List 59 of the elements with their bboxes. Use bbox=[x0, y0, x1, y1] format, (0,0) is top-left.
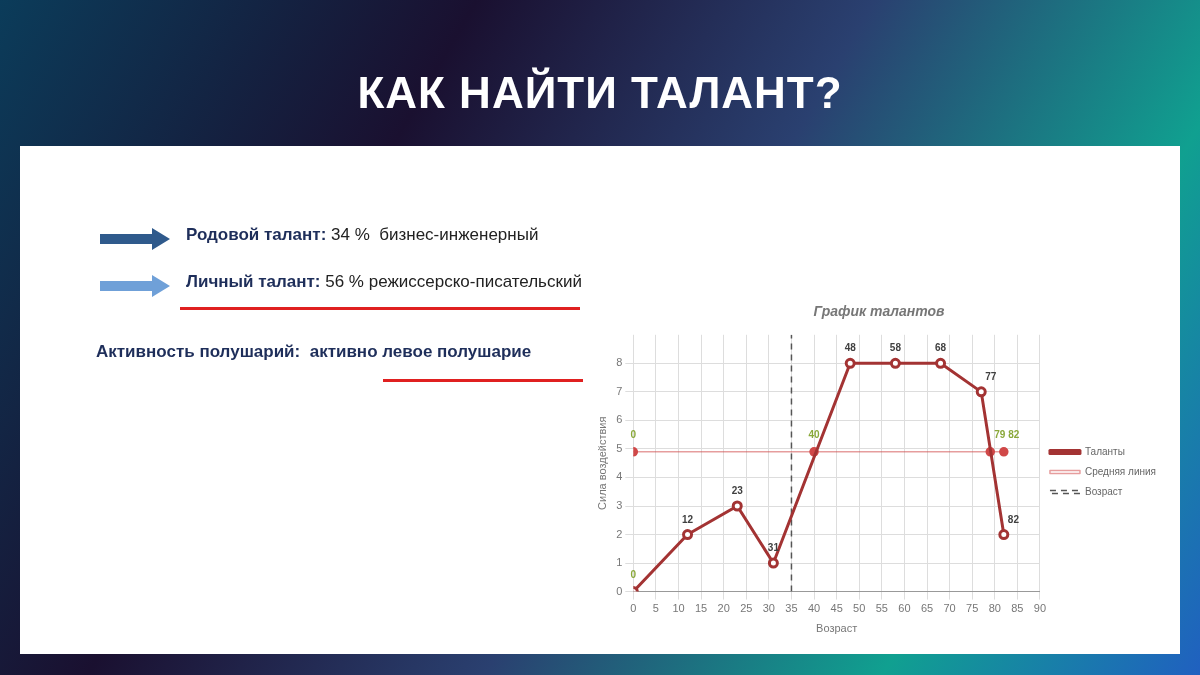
y-tick-label: 5 bbox=[616, 441, 623, 454]
x-tick-label: 85 bbox=[1011, 602, 1024, 615]
x-tick-label: 80 bbox=[988, 602, 1001, 615]
annotation: 58 bbox=[889, 342, 902, 354]
y-tick-label: 2 bbox=[616, 527, 623, 540]
point bbox=[682, 529, 694, 541]
y-tick-label: 6 bbox=[616, 413, 623, 426]
y-axis-title: Сила воздействия bbox=[595, 416, 608, 510]
annotation: 23 bbox=[731, 485, 744, 496]
chart-title: КАК НАЙТИ ТАЛАНТ? bbox=[356, 68, 844, 118]
x-tick-label: 45 bbox=[830, 602, 843, 615]
x-tick-label: 40 bbox=[807, 602, 821, 615]
text: Личный талант: 56 % режиссерско-писательский bbox=[186, 272, 582, 291]
x-tick-label: 65 bbox=[920, 602, 934, 615]
annotation: 79 82 bbox=[994, 428, 1020, 440]
point bbox=[998, 529, 1010, 541]
x-tick-label: 30 bbox=[762, 602, 775, 615]
text: Родовой талант: 34 % бизнес-инженерный bbox=[186, 225, 539, 244]
annotation: 48 bbox=[844, 342, 857, 354]
annotation: 0 bbox=[630, 568, 637, 580]
x-tick-label: 10 bbox=[672, 602, 685, 615]
annotation: 12 bbox=[681, 513, 694, 525]
legend-label: Возраст bbox=[1084, 485, 1123, 497]
annotation: 82 bbox=[1007, 513, 1020, 525]
x-tick-label: 60 bbox=[898, 602, 911, 615]
point bbox=[889, 357, 901, 369]
x-tick-label: 75 bbox=[966, 602, 979, 615]
x-tick-label: 50 bbox=[853, 602, 866, 615]
point bbox=[999, 447, 1009, 457]
y-tick-label: 1 bbox=[616, 556, 623, 569]
y-tick-label: 3 bbox=[616, 499, 623, 512]
point bbox=[935, 357, 947, 369]
annotation: 0 bbox=[630, 428, 637, 440]
x-axis-title: Возраст bbox=[816, 622, 858, 635]
y-tick-label: 7 bbox=[616, 384, 623, 397]
x-tick-label: 55 bbox=[875, 602, 888, 615]
text: Активность полушарий: активно левое полушарие bbox=[96, 342, 532, 361]
y-tick-label: 4 bbox=[616, 470, 623, 483]
annotation: 31 bbox=[767, 542, 780, 554]
y-tick-label: 0 bbox=[616, 584, 623, 597]
x-tick-label: 25 bbox=[740, 602, 753, 615]
x-tick-label: 0 bbox=[630, 602, 637, 615]
point bbox=[767, 557, 779, 569]
x-tick-label: 90 bbox=[1033, 602, 1047, 615]
annotation: 40 bbox=[808, 428, 821, 440]
y-tick-label: 8 bbox=[616, 356, 623, 369]
annotation: 77 bbox=[985, 370, 997, 382]
legend-label: Средняя линия bbox=[1084, 465, 1157, 477]
x-tick-label: 5 bbox=[652, 602, 659, 615]
point bbox=[844, 357, 856, 369]
legend-label: Таланты bbox=[1084, 445, 1125, 457]
x-tick-label: 15 bbox=[694, 602, 708, 615]
x-tick-label: 20 bbox=[717, 602, 730, 615]
annotation: 68 bbox=[935, 342, 947, 354]
x-tick-label: 35 bbox=[785, 602, 798, 615]
chart-subtitle: График талантов bbox=[813, 303, 946, 320]
x-tick-label: 70 bbox=[943, 602, 956, 615]
point bbox=[975, 386, 987, 398]
point bbox=[731, 500, 743, 512]
